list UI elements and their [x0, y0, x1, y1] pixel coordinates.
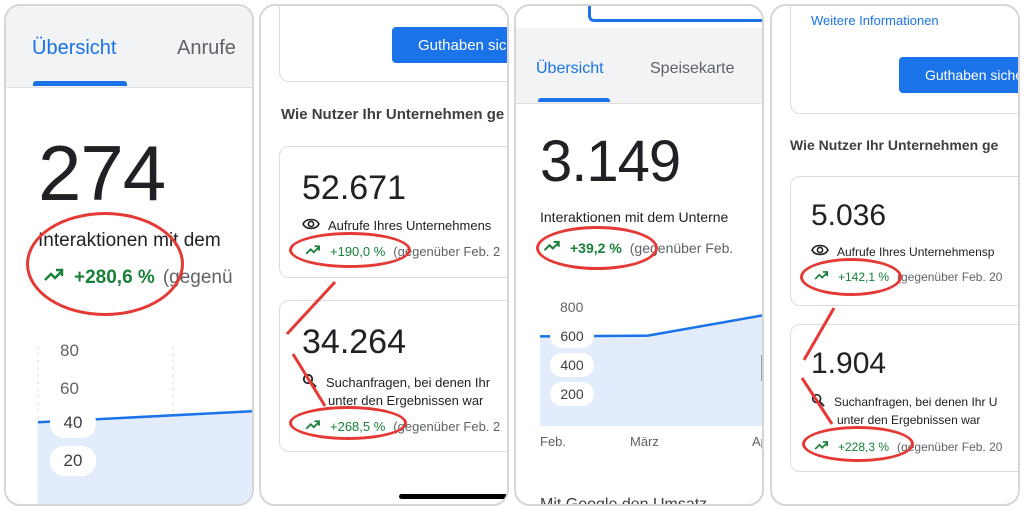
searches-change: +268,5 % [330, 419, 386, 434]
searches-description: Suchanfragen, bei denen Ihr U [834, 395, 998, 409]
active-tab-indicator [538, 98, 610, 102]
views-change: +142,1 % [838, 270, 890, 284]
tab-bar: Übersicht Anrufe [6, 6, 252, 88]
interactions-label: Interaktionen mit dem Unterne [540, 209, 729, 225]
screenshot-panel-1: Übersicht Anrufe 274 Interaktionen mit d… [4, 4, 254, 506]
metric-card-views: 52.671 Aufrufe Ihres Unternehmens +190,0… [279, 146, 507, 278]
tab-overview[interactable]: Übersicht [536, 60, 604, 77]
views-change-row: +142,1 % (gegenüber Feb. 20 [813, 267, 1002, 287]
y-tick-label: 80 [60, 341, 79, 360]
tab-menu[interactable]: Speisekarte [650, 60, 735, 77]
trending-up-icon [542, 236, 562, 259]
search-icon [302, 373, 318, 392]
metric-card-searches: 34.264 Suchanfragen, bei denen Ihr unter… [279, 300, 507, 452]
views-change-row: +190,0 % (gegenüber Feb. 2 [304, 241, 500, 262]
searches-description-line2: unter den Ergebnissen war [837, 413, 981, 427]
trending-up-icon [42, 263, 66, 293]
views-change: +190,0 % [330, 244, 386, 259]
y-tick-label: 20 [50, 446, 96, 476]
comparison-text: (gegenüber Feb. [629, 239, 734, 256]
searches-description: Suchanfragen, bei denen Ihr [326, 375, 491, 390]
trending-up-icon [304, 241, 322, 262]
views-description-row: Aufrufe Ihres Unternehmens [302, 217, 491, 234]
x-tick-label: März [630, 434, 659, 449]
trending-up-icon [304, 416, 322, 437]
searches-count: 1.904 [811, 347, 887, 380]
eye-icon [811, 243, 829, 260]
tab-overview[interactable]: Übersicht [32, 37, 117, 59]
tab-calls[interactable]: Anrufe [177, 37, 236, 59]
chart-scrubber-handle[interactable] [761, 354, 764, 382]
searches-description-line2: unter den Ergebnissen war [328, 393, 484, 408]
footer-heading: Mit Google den Umsatz [540, 496, 708, 506]
y-tick-label: 800 [560, 299, 584, 315]
metric-card-views: 5.036 Aufrufe Ihres Unternehmensp +142,1… [790, 176, 1018, 306]
chart-area [38, 411, 252, 504]
searches-change-row: +268,5 % (gegenüber Feb. 2 [304, 416, 500, 437]
searches-count: 34.264 [302, 323, 406, 361]
chart-area [540, 315, 762, 426]
credit-button[interactable]: Guthaben sich [392, 27, 507, 63]
interactions-chart [37, 346, 252, 504]
change-percent: +39,2 % [570, 239, 622, 256]
promo-card: Weitere Informationen Guthaben siche [790, 6, 1018, 114]
searches-change: +228,3 % [838, 440, 890, 454]
search-icon [811, 393, 826, 411]
y-tick-label: 400 [550, 353, 594, 377]
section-title: Wie Nutzer Ihr Unternehmen ge [790, 137, 999, 153]
change-row: +280,6 % (gegenü [42, 263, 233, 293]
views-count: 5.036 [811, 199, 887, 232]
views-description-row: Aufrufe Ihres Unternehmensp [811, 243, 994, 260]
searches-description-row: Suchanfragen, bei denen Ihr U [811, 393, 997, 411]
searches-change-row: +228,3 % (gegenüber Feb. 20 [813, 437, 1002, 457]
x-tick-label: Feb. [540, 434, 567, 449]
comparison-text: (gegenü [162, 267, 233, 288]
more-info-link[interactable]: Weitere Informationen [811, 13, 939, 28]
interactions-count: 274 [38, 129, 166, 217]
promo-card: Guthaben sich [279, 6, 507, 82]
x-tick-label: Ap [752, 434, 762, 449]
outlined-card-edge [588, 6, 762, 22]
interactions-label: Interaktionen mit dem [38, 230, 221, 251]
y-tick-label: 200 [550, 382, 594, 406]
change-percent: +280,6 % [74, 267, 155, 288]
trending-up-icon [813, 437, 830, 457]
home-indicator [399, 494, 507, 499]
active-tab-indicator [33, 81, 127, 86]
metric-card-searches: 1.904 Suchanfragen, bei denen Ihr U unte… [790, 324, 1018, 472]
views-description: Aufrufe Ihres Unternehmensp [837, 244, 995, 259]
screenshot-panel-4: Weitere Informationen Guthaben siche Wie… [770, 4, 1020, 506]
views-count: 52.671 [302, 169, 406, 207]
credit-button[interactable]: Guthaben siche [899, 57, 1018, 93]
y-tick-label: 40 [50, 408, 96, 438]
section-title: Wie Nutzer Ihr Unternehmen ge [281, 106, 505, 123]
eye-icon [302, 217, 320, 234]
change-row: +39,2 % (gegenüber Feb. [542, 236, 733, 259]
searches-comparison: (gegenüber Feb. 20 [897, 440, 1003, 454]
views-description: Aufrufe Ihres Unternehmens [328, 218, 492, 233]
searches-description-row: Suchanfragen, bei denen Ihr [302, 373, 490, 392]
screenshot-panel-2: Guthaben sich Wie Nutzer Ihr Unternehmen… [259, 4, 509, 506]
searches-comparison: (gegenüber Feb. 2 [393, 419, 501, 434]
screenshot-panel-3: Übersicht Speisekarte 3.149 Interaktione… [514, 4, 764, 506]
tab-bar: Übersicht Speisekarte [516, 28, 762, 104]
interactions-count: 3.149 [540, 129, 681, 194]
views-comparison: (gegenüber Feb. 20 [897, 270, 1003, 284]
trending-up-icon [813, 267, 830, 287]
y-tick-label: 600 [550, 324, 594, 348]
views-comparison: (gegenüber Feb. 2 [393, 244, 501, 259]
y-tick-label: 60 [60, 379, 79, 398]
